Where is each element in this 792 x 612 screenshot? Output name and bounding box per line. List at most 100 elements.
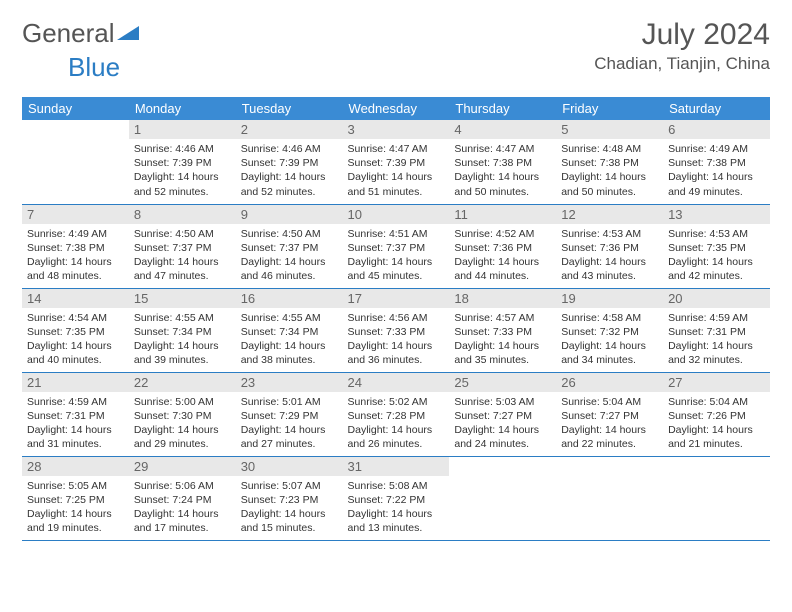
location: Chadian, Tianjin, China [594,54,770,74]
sunrise-text: Sunrise: 4:49 AM [27,227,124,241]
day-number: 21 [22,373,129,392]
sunset-text: Sunset: 7:38 PM [454,156,551,170]
day-cell: 29Sunrise: 5:06 AMSunset: 7:24 PMDayligh… [129,456,236,540]
day-content: Sunrise: 4:46 AMSunset: 7:39 PMDaylight:… [236,139,343,202]
day-number: 1 [129,120,236,139]
sunrise-text: Sunrise: 4:47 AM [454,142,551,156]
sunrise-text: Sunrise: 5:04 AM [668,395,765,409]
weekday-header: Monday [129,97,236,120]
daylight-text: Daylight: 14 hours and 44 minutes. [454,255,551,283]
day-cell: 9Sunrise: 4:50 AMSunset: 7:37 PMDaylight… [236,204,343,288]
sunrise-text: Sunrise: 4:50 AM [134,227,231,241]
day-cell: 11Sunrise: 4:52 AMSunset: 7:36 PMDayligh… [449,204,556,288]
daylight-text: Daylight: 14 hours and 27 minutes. [241,423,338,451]
daylight-text: Daylight: 14 hours and 52 minutes. [134,170,231,198]
sunrise-text: Sunrise: 5:08 AM [348,479,445,493]
sunrise-text: Sunrise: 4:56 AM [348,311,445,325]
weekday-header: Friday [556,97,663,120]
day-cell: 17Sunrise: 4:56 AMSunset: 7:33 PMDayligh… [343,288,450,372]
sunrise-text: Sunrise: 4:46 AM [134,142,231,156]
sunset-text: Sunset: 7:37 PM [348,241,445,255]
day-cell: 12Sunrise: 4:53 AMSunset: 7:36 PMDayligh… [556,204,663,288]
day-content: Sunrise: 4:57 AMSunset: 7:33 PMDaylight:… [449,308,556,371]
sunrise-text: Sunrise: 5:06 AM [134,479,231,493]
weekday-header: Thursday [449,97,556,120]
daylight-text: Daylight: 14 hours and 39 minutes. [134,339,231,367]
sunset-text: Sunset: 7:34 PM [134,325,231,339]
daylight-text: Daylight: 14 hours and 13 minutes. [348,507,445,535]
day-number: 18 [449,289,556,308]
sunrise-text: Sunrise: 4:47 AM [348,142,445,156]
daylight-text: Daylight: 14 hours and 17 minutes. [134,507,231,535]
sunset-text: Sunset: 7:23 PM [241,493,338,507]
sunset-text: Sunset: 7:37 PM [241,241,338,255]
logo-text-2: Blue [68,52,120,83]
sunrise-text: Sunrise: 4:48 AM [561,142,658,156]
day-cell: 16Sunrise: 4:55 AMSunset: 7:34 PMDayligh… [236,288,343,372]
day-cell: 1Sunrise: 4:46 AMSunset: 7:39 PMDaylight… [129,120,236,204]
sunset-text: Sunset: 7:37 PM [134,241,231,255]
daylight-text: Daylight: 14 hours and 34 minutes. [561,339,658,367]
daylight-text: Daylight: 14 hours and 36 minutes. [348,339,445,367]
daylight-text: Daylight: 14 hours and 35 minutes. [454,339,551,367]
daylight-text: Daylight: 14 hours and 32 minutes. [668,339,765,367]
daylight-text: Daylight: 14 hours and 22 minutes. [561,423,658,451]
day-number: 7 [22,205,129,224]
day-content: Sunrise: 4:52 AMSunset: 7:36 PMDaylight:… [449,224,556,287]
day-content: Sunrise: 4:47 AMSunset: 7:38 PMDaylight:… [449,139,556,202]
day-cell: 14Sunrise: 4:54 AMSunset: 7:35 PMDayligh… [22,288,129,372]
day-cell: 23Sunrise: 5:01 AMSunset: 7:29 PMDayligh… [236,372,343,456]
day-cell: 18Sunrise: 4:57 AMSunset: 7:33 PMDayligh… [449,288,556,372]
logo-triangle-icon [117,22,139,45]
weekday-header: Tuesday [236,97,343,120]
day-number: 10 [343,205,450,224]
week-row: 1Sunrise: 4:46 AMSunset: 7:39 PMDaylight… [22,120,770,204]
day-cell: 31Sunrise: 5:08 AMSunset: 7:22 PMDayligh… [343,456,450,540]
day-content: Sunrise: 5:01 AMSunset: 7:29 PMDaylight:… [236,392,343,455]
weekday-header: Saturday [663,97,770,120]
day-cell: 3Sunrise: 4:47 AMSunset: 7:39 PMDaylight… [343,120,450,204]
day-number: 17 [343,289,450,308]
day-content: Sunrise: 4:48 AMSunset: 7:38 PMDaylight:… [556,139,663,202]
day-number: 28 [22,457,129,476]
day-number: 5 [556,120,663,139]
day-cell [449,456,556,540]
day-number: 25 [449,373,556,392]
day-number: 20 [663,289,770,308]
sunrise-text: Sunrise: 4:51 AM [348,227,445,241]
sunset-text: Sunset: 7:36 PM [561,241,658,255]
logo: General [22,18,141,49]
day-cell: 7Sunrise: 4:49 AMSunset: 7:38 PMDaylight… [22,204,129,288]
sunrise-text: Sunrise: 4:55 AM [241,311,338,325]
day-number: 12 [556,205,663,224]
sunset-text: Sunset: 7:39 PM [348,156,445,170]
daylight-text: Daylight: 14 hours and 31 minutes. [27,423,124,451]
sunset-text: Sunset: 7:38 PM [668,156,765,170]
daylight-text: Daylight: 14 hours and 15 minutes. [241,507,338,535]
day-number: 22 [129,373,236,392]
sunset-text: Sunset: 7:31 PM [668,325,765,339]
day-content: Sunrise: 4:53 AMSunset: 7:35 PMDaylight:… [663,224,770,287]
day-cell: 10Sunrise: 4:51 AMSunset: 7:37 PMDayligh… [343,204,450,288]
day-number: 8 [129,205,236,224]
day-number: 15 [129,289,236,308]
day-cell: 28Sunrise: 5:05 AMSunset: 7:25 PMDayligh… [22,456,129,540]
daylight-text: Daylight: 14 hours and 43 minutes. [561,255,658,283]
day-content: Sunrise: 4:51 AMSunset: 7:37 PMDaylight:… [343,224,450,287]
weekday-header: Wednesday [343,97,450,120]
sunrise-text: Sunrise: 4:53 AM [668,227,765,241]
sunset-text: Sunset: 7:22 PM [348,493,445,507]
day-number: 2 [236,120,343,139]
day-content: Sunrise: 5:06 AMSunset: 7:24 PMDaylight:… [129,476,236,539]
day-content: Sunrise: 4:56 AMSunset: 7:33 PMDaylight:… [343,308,450,371]
day-cell: 26Sunrise: 5:04 AMSunset: 7:27 PMDayligh… [556,372,663,456]
sunrise-text: Sunrise: 5:07 AM [241,479,338,493]
sunrise-text: Sunrise: 4:52 AM [454,227,551,241]
day-content: Sunrise: 4:46 AMSunset: 7:39 PMDaylight:… [129,139,236,202]
sunset-text: Sunset: 7:39 PM [134,156,231,170]
day-number: 23 [236,373,343,392]
day-number: 27 [663,373,770,392]
day-content: Sunrise: 4:49 AMSunset: 7:38 PMDaylight:… [663,139,770,202]
sunset-text: Sunset: 7:28 PM [348,409,445,423]
day-number: 11 [449,205,556,224]
